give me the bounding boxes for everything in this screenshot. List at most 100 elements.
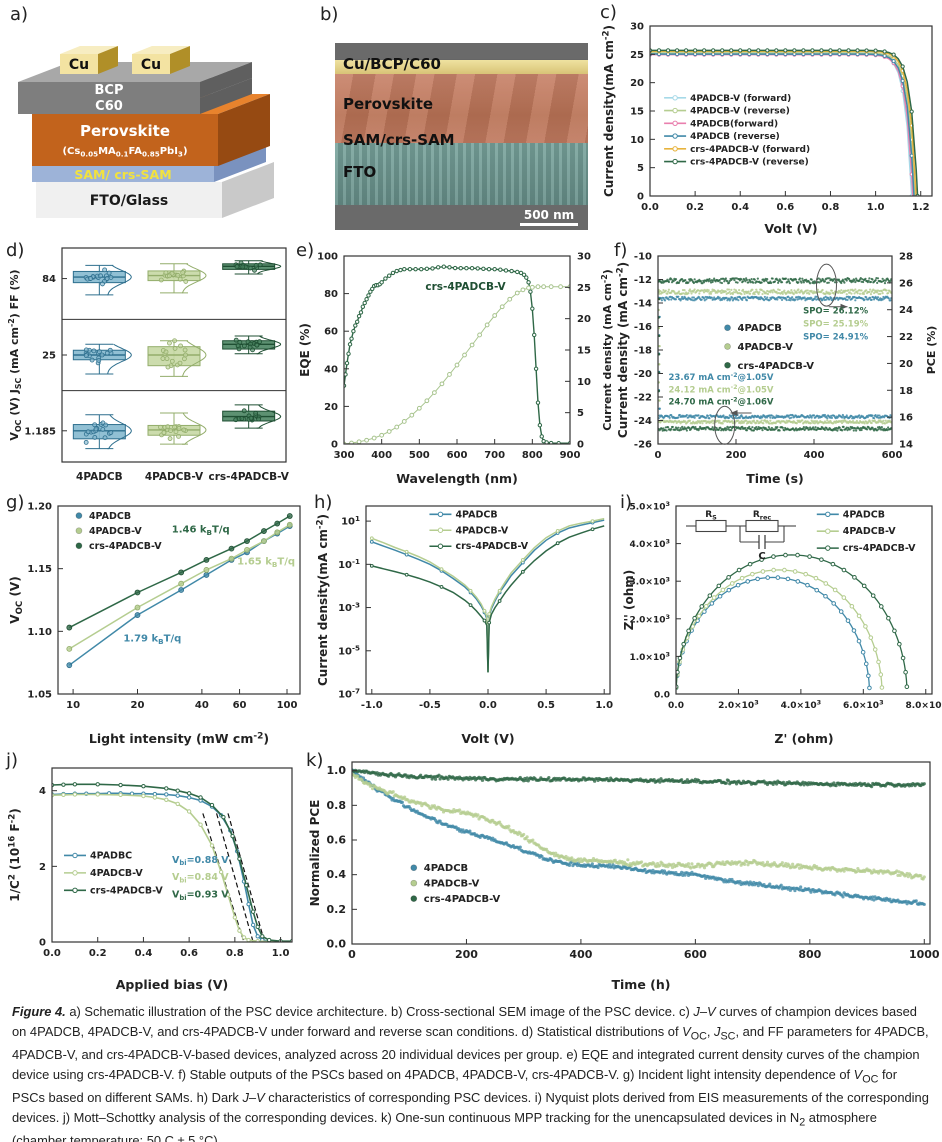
band-point (851, 280, 855, 283)
y2-tick-label: 26 (899, 278, 913, 289)
band-point (794, 427, 798, 430)
band-point (881, 292, 884, 295)
transient-point (658, 407, 661, 410)
series-marker (95, 792, 100, 797)
series-point (639, 860, 644, 864)
band-point (720, 298, 724, 302)
plot-frame (51, 767, 293, 943)
series-point (655, 862, 660, 866)
series-marker (72, 782, 78, 787)
series-point (522, 832, 526, 837)
slab-front (18, 98, 200, 114)
band-point (826, 417, 829, 420)
series-point (834, 783, 838, 788)
data-point (91, 348, 97, 354)
legend-label: 4PADCB-V (738, 342, 794, 353)
series-marker (477, 332, 483, 338)
series-marker (369, 536, 374, 541)
band-point (681, 295, 684, 299)
category-label: 4PADCB-V (145, 471, 204, 483)
band-point (766, 278, 769, 281)
series-marker (186, 809, 192, 814)
band-point (747, 290, 750, 293)
y-tick-label: 60 (324, 327, 338, 338)
series-marker (738, 48, 743, 53)
legend-label: 4PADCB-V (90, 868, 143, 879)
series-marker (870, 593, 876, 598)
series-marker (404, 572, 409, 577)
perovskite-formula: (Cs0.05MA0.1FA0.85PbI3) (62, 146, 187, 159)
band-point (758, 291, 761, 294)
series-marker (383, 276, 388, 281)
band-point (868, 277, 871, 280)
band-point (703, 299, 706, 302)
legend-label: 4PADCB-V (424, 879, 480, 890)
data-point (89, 357, 95, 363)
y-tick-label: -16 (634, 322, 652, 333)
series-marker (828, 48, 833, 53)
series-point (742, 862, 747, 866)
band-point (740, 278, 743, 281)
data-point (253, 262, 259, 268)
series-point (507, 824, 511, 828)
series-marker (590, 527, 595, 532)
band-point (741, 288, 745, 291)
series-marker (379, 280, 384, 285)
band-point (783, 289, 786, 292)
band-point (725, 296, 728, 299)
series-marker (261, 528, 267, 534)
y-tick-label: 0 (331, 440, 338, 451)
band-point (724, 277, 727, 280)
band-point (726, 280, 729, 283)
band-point (887, 297, 890, 300)
panel-k: k) 0 200 400 600 800 1000 0.0 0.2 0.4 0.6 0.8 1.0 Ti… (304, 750, 942, 998)
band-point (776, 298, 779, 301)
band-point (880, 290, 883, 293)
data-point (233, 417, 239, 423)
fto-label: FTO/Glass (90, 193, 169, 209)
band-point (745, 429, 749, 432)
plot-area (650, 48, 920, 196)
legend-marker (75, 542, 83, 550)
band-point (870, 421, 873, 425)
band-point (867, 279, 870, 282)
series-marker (394, 268, 399, 274)
x-tick-label: 0.5 (537, 700, 555, 711)
series-marker (390, 270, 396, 276)
series-marker (351, 329, 356, 334)
x-axis-label: Light intensity (mW cm-2) (89, 731, 269, 746)
series-marker (507, 296, 513, 302)
y-tick-label: 5 (637, 163, 644, 174)
series-marker (886, 615, 891, 621)
series-point (896, 873, 900, 878)
legend-label: 4PADCB(forward) (690, 119, 778, 129)
series-point (680, 778, 684, 782)
band-point (688, 279, 692, 282)
annotation: Vbi=0.93 V (172, 890, 229, 902)
band-point (694, 425, 697, 429)
series-marker (364, 297, 369, 302)
series-marker (134, 612, 141, 618)
series-marker (134, 589, 141, 596)
y-tick-label: 10-3 (338, 600, 360, 614)
series-marker (482, 609, 487, 613)
series-marker (703, 603, 709, 609)
series-marker (676, 669, 680, 675)
plot-area (658, 277, 892, 432)
band-point (762, 422, 765, 425)
band-point (734, 296, 737, 299)
cu-top (132, 46, 190, 54)
series-marker (407, 266, 413, 272)
x-axis-label: Time (h) (612, 977, 671, 992)
band-point (780, 281, 784, 284)
band-point (692, 299, 695, 302)
band-point (848, 291, 851, 294)
series-marker (756, 48, 761, 53)
band-point (755, 426, 758, 429)
panel-j-label: j) (6, 750, 19, 771)
band-point (801, 277, 804, 280)
y2-tick-label: 10 (577, 377, 591, 388)
band-point (846, 429, 849, 432)
x-tick-label: -1.0 (361, 700, 383, 711)
